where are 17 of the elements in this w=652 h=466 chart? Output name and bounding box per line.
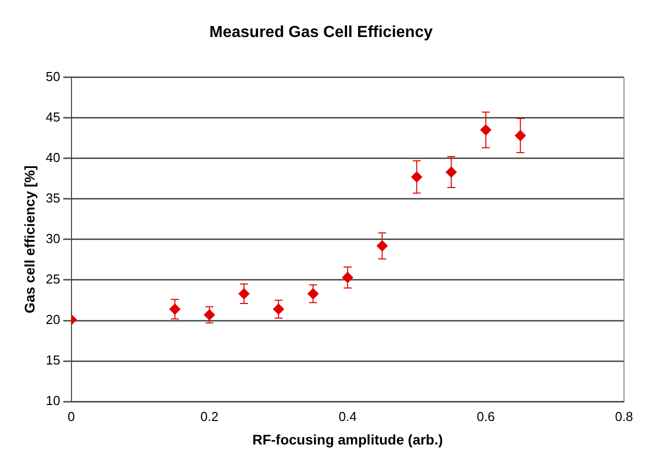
y-tick-label: 10 [46, 393, 60, 408]
x-tick-label: 0.6 [476, 408, 495, 424]
y-tick-label: 15 [46, 352, 60, 368]
y-axis-title: Gas cell efficiency [%] [21, 165, 38, 314]
y-tick-label: 30 [46, 230, 60, 246]
x-axis-title: RF-focusing amplitude (arb.) [252, 431, 443, 448]
y-tick-label: 20 [46, 312, 60, 328]
y-tick-label: 50 [46, 68, 60, 84]
y-tick-label: 35 [46, 190, 60, 206]
y-tick-label: 25 [46, 272, 60, 287]
x-tick-label: 0.4 [338, 408, 357, 424]
y-tick-label: 40 [46, 150, 60, 165]
x-tick-label: 0.2 [200, 408, 218, 424]
x-tick-label: 0 [68, 408, 75, 424]
chart-title: Measured Gas Cell Efficiency [209, 24, 433, 42]
x-tick-label: 0.8 [614, 408, 634, 424]
y-tick-label: 45 [46, 109, 60, 124]
